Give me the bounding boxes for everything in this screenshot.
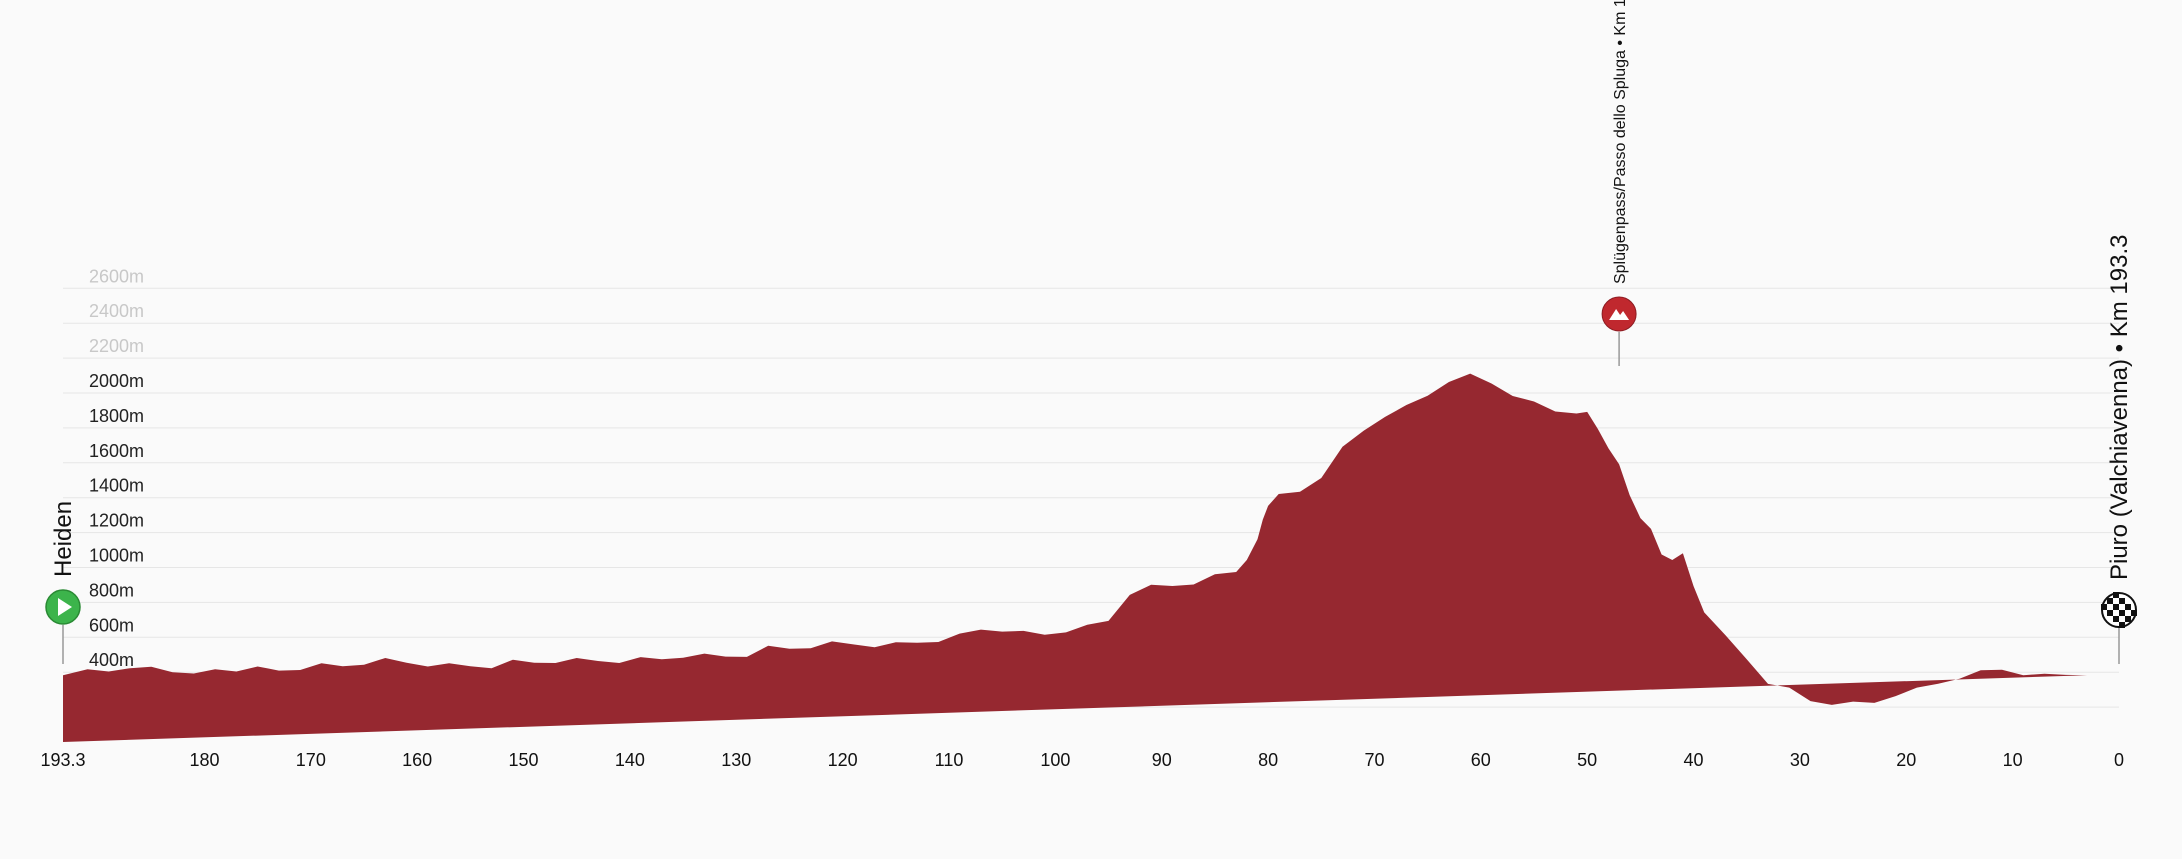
x-tick-label: 110 — [935, 750, 964, 770]
checker-square — [2107, 598, 2113, 604]
y-tick-label: 2600m — [89, 266, 144, 286]
checker-square — [2113, 604, 2119, 610]
x-tick-label: 80 — [1258, 750, 1278, 770]
x-tick-label: 40 — [1684, 750, 1704, 770]
x-tick-label: 130 — [721, 750, 751, 770]
y-axis-tick-labels: 200m400m600m800m1000m1200m1400m1600m1800… — [89, 266, 144, 705]
checker-square — [2113, 616, 2119, 622]
checker-square — [2107, 610, 2113, 616]
x-tick-label: 120 — [828, 750, 858, 770]
checker-square — [2101, 604, 2107, 610]
x-tick-label: 70 — [1364, 750, 1384, 770]
start-label: Heiden — [50, 501, 77, 577]
x-tick-label: 60 — [1471, 750, 1491, 770]
x-tick-label: 170 — [296, 750, 326, 770]
checker-square — [2113, 592, 2119, 598]
play-icon — [58, 598, 72, 616]
elevation-area — [63, 373, 2088, 742]
gridlines — [63, 287, 2119, 708]
x-tick-label: 50 — [1577, 750, 1597, 770]
finish-label: Piuro (Valchiavenna) • Km 193.3 — [2106, 235, 2133, 580]
checker-square — [2119, 610, 2125, 616]
x-tick-label: 160 — [402, 750, 432, 770]
x-tick-label: 180 — [189, 750, 219, 770]
checker-square — [2125, 604, 2131, 610]
y-tick-label: 800m — [89, 580, 134, 600]
x-tick-label: 30 — [1790, 750, 1810, 770]
y-tick-label: 1600m — [89, 441, 144, 461]
summit-label: Splügenpass/Passo dello Spluga • Km 1 — [1612, 0, 1629, 284]
x-tick-label: 0 — [2114, 750, 2124, 770]
y-tick-label: 1000m — [89, 546, 144, 566]
checker-square — [2119, 598, 2125, 604]
x-tick-label: 100 — [1040, 750, 1070, 770]
x-tick-label: 10 — [2003, 750, 2023, 770]
x-tick-label: 150 — [509, 750, 539, 770]
y-tick-label: 400m — [89, 650, 134, 670]
x-tick-label: 193.3 — [40, 750, 85, 770]
y-tick-label: 2400m — [89, 301, 144, 321]
y-tick-label: 600m — [89, 615, 134, 635]
checker-square — [2131, 610, 2137, 616]
x-tick-label: 90 — [1152, 750, 1172, 770]
y-tick-label: 1800m — [89, 406, 144, 426]
y-tick-label: 2000m — [89, 371, 144, 391]
profile-markers: Heiden Splügenpass/Passo dello Spluga • K… — [45, 0, 2137, 664]
y-tick-label: 1400m — [89, 476, 144, 496]
x-tick-label: 140 — [615, 750, 645, 770]
y-tick-label: 2200m — [89, 336, 144, 356]
x-axis-tick-labels: 193.3 180 170 160 150 140 130 120 110 100 90 80 70 60… — [40, 750, 2124, 770]
y-tick-label: 1200m — [89, 511, 144, 531]
x-tick-label: 20 — [1896, 750, 1916, 770]
checker-square — [2119, 622, 2125, 628]
mountain-glyph — [1609, 309, 1630, 320]
checker-square — [2125, 616, 2131, 622]
